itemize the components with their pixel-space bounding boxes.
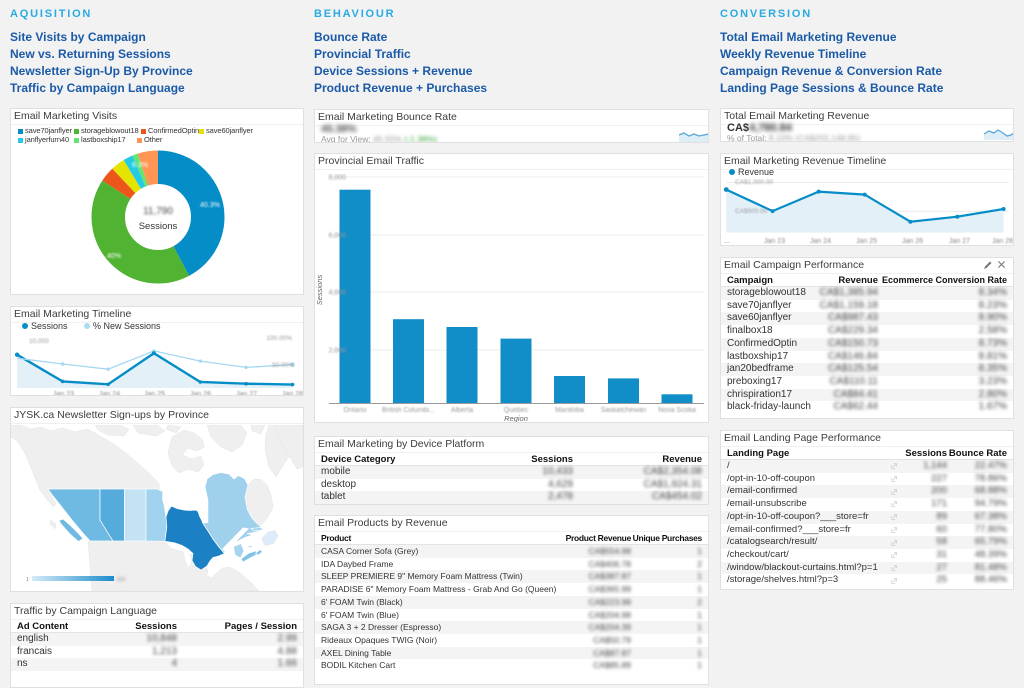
svg-text:40%: 40% (107, 253, 121, 260)
svg-text:6.3%: 6.3% (132, 162, 148, 169)
svg-text:4,000: 4,000 (328, 290, 346, 297)
svg-text:Quebec: Quebec (504, 407, 529, 414)
svg-text:Manitoba: Manitoba (555, 407, 584, 414)
svg-text:Nova Scotia: Nova Scotia (658, 407, 696, 414)
svg-text:40.3%: 40.3% (200, 202, 220, 209)
svg-text:Alberta: Alberta (451, 407, 473, 414)
svg-text:Region: Region (504, 414, 528, 423)
svg-text:British Columbi...: British Columbi... (382, 407, 435, 414)
svg-text:Saskatchewan: Saskatchewan (601, 407, 647, 414)
svg-text:1: 1 (26, 577, 29, 583)
svg-text:Ontario: Ontario (344, 407, 367, 414)
svg-text:2,000: 2,000 (328, 348, 346, 355)
svg-text:Sessions: Sessions (315, 275, 324, 306)
svg-text:844: 844 (117, 577, 126, 583)
svg-text:6,000: 6,000 (328, 233, 346, 240)
svg-text:8,000: 8,000 (328, 175, 346, 182)
